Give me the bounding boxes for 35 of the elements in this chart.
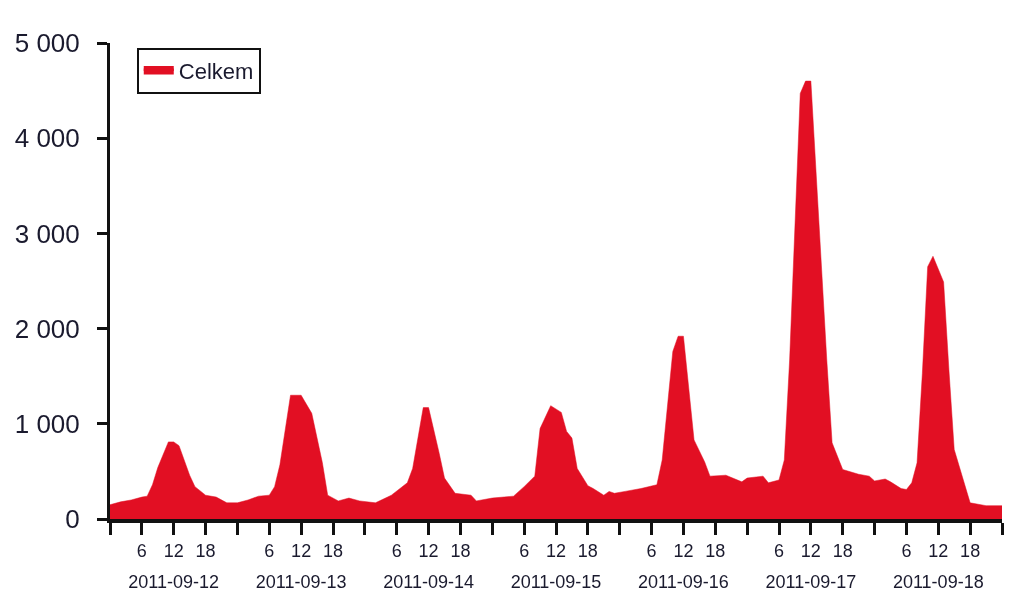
x-tick-label: 12: [163, 540, 184, 561]
x-tick-label: 12: [673, 540, 694, 561]
x-tick-label: 12: [800, 540, 821, 561]
x-tick-label: 6: [136, 540, 147, 561]
x-tick-label: 12: [928, 540, 949, 561]
x2-tick-label: 2011-09-17: [765, 572, 857, 592]
y-tick-label: 5 000: [14, 28, 80, 59]
x-tick-label: 18: [450, 540, 471, 561]
x-tick-label: 18: [577, 540, 598, 561]
legend-label: Celkem: [178, 59, 254, 85]
x-tick-label: 18: [322, 540, 344, 561]
x-tick-label: 18: [832, 540, 853, 561]
x2-tick-label: 2011-09-12: [128, 572, 220, 592]
x-tick-label: 18: [195, 540, 216, 561]
x2-tick-label: 2011-09-15: [510, 572, 602, 592]
x-tick-label: 6: [264, 540, 275, 561]
x-tick-label: 6: [391, 540, 402, 561]
x-tick-label: 12: [545, 540, 567, 561]
x2-tick-label: 2011-09-18: [892, 572, 984, 592]
x2-tick-label: 2011-09-16: [638, 572, 729, 592]
y-tick-label: 3 000: [14, 218, 80, 249]
x-tick-label: 12: [418, 540, 439, 561]
y-tick-label: 1 000: [14, 408, 80, 439]
x-tick-label: 6: [901, 540, 912, 561]
y-tick-label: 0: [65, 504, 80, 535]
x-tick-label: 6: [519, 540, 530, 561]
x-tick-label: 18: [960, 540, 981, 561]
x-tick-label: 18: [705, 540, 726, 561]
y-tick-label: 2 000: [14, 313, 80, 344]
x-tick-label: 12: [291, 540, 312, 561]
x-tick-label: 6: [646, 540, 657, 561]
x2-tick-label: 2011-09-14: [383, 572, 474, 592]
x-tick-label: 6: [773, 540, 785, 561]
y-tick-label: 4 000: [14, 123, 80, 154]
x2-tick-label: 2011-09-13: [255, 572, 347, 592]
